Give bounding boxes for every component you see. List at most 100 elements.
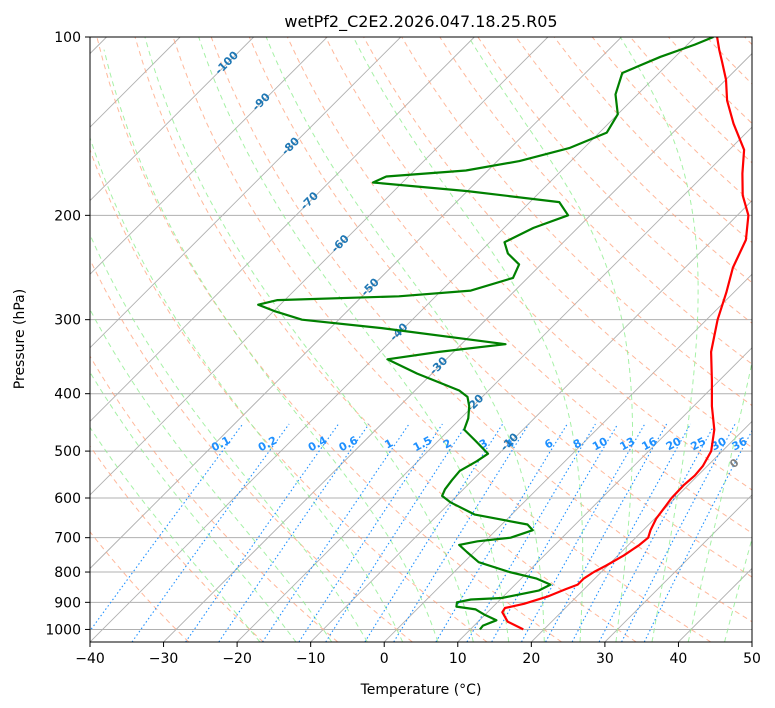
temperature-profile-line xyxy=(501,37,750,631)
mixing-ratio-label: 16 xyxy=(640,434,660,453)
mixing-ratio-label: 2 xyxy=(441,436,454,451)
moist-adiabat-line xyxy=(90,371,297,642)
dry-adiabat-line xyxy=(248,37,752,578)
dry-adiabat-line xyxy=(134,37,637,642)
y-tick-label: 300 xyxy=(54,313,81,329)
x-tick-label: 50 xyxy=(743,651,761,667)
isotherm-line xyxy=(236,126,752,642)
moist-adiabat-line xyxy=(687,360,752,642)
x-tick-label: −40 xyxy=(75,651,105,667)
moist-adiabat-line xyxy=(619,37,699,642)
mixing-ratio-line xyxy=(571,423,691,642)
mixing-ratio-line xyxy=(491,423,619,642)
x-tick-label: −20 xyxy=(222,651,252,667)
x-axis-title: Temperature (°C) xyxy=(360,682,482,698)
mixing-ratio-label: 13 xyxy=(618,435,638,454)
mixing-ratio-label: 36 xyxy=(730,435,750,454)
y-tick-label: 600 xyxy=(54,491,81,507)
isotherm-line xyxy=(751,641,752,642)
mixing-ratio-line xyxy=(218,423,370,642)
isotherm-label: -60 xyxy=(329,232,352,255)
dry-adiabat-line xyxy=(172,37,712,642)
y-tick-label: 800 xyxy=(54,565,81,581)
dry-adiabat-line xyxy=(90,148,488,642)
isotherm-line xyxy=(90,37,328,275)
isotherm-line xyxy=(383,273,752,642)
moist-adiabat-line xyxy=(90,426,261,642)
moist-adiabat-label: 10 xyxy=(762,489,775,509)
isotherm-line xyxy=(90,37,402,349)
moist-adiabat-line xyxy=(90,233,368,642)
y-tick-label: 400 xyxy=(54,387,81,403)
dry-adiabat-line xyxy=(668,37,752,125)
mixing-ratio-line xyxy=(364,423,504,642)
y-tick-label: 700 xyxy=(54,531,81,547)
plot-frame xyxy=(89,36,753,643)
mixing-ratio-line xyxy=(643,429,752,642)
chart-title: wetPf2_C2E2.2026.047.18.25.R05 xyxy=(284,12,557,32)
dewpoint-profile-line xyxy=(257,37,714,631)
y-axis-title: Pressure (hPa) xyxy=(12,289,28,389)
isotherm-line xyxy=(90,37,622,570)
dry-adiabat-line xyxy=(553,37,752,244)
isotherm-line xyxy=(90,37,254,202)
moist-adiabat-line xyxy=(103,49,439,642)
background-lines xyxy=(90,37,752,642)
moist-adiabat-line xyxy=(352,37,584,642)
isotherm-label: -90 xyxy=(250,90,273,113)
x-tick-label: −30 xyxy=(149,651,179,667)
isotherm-line xyxy=(90,37,475,422)
dry-adiabat-line xyxy=(744,37,752,46)
moist-adiabat-line xyxy=(90,136,404,642)
x-tick-label: −10 xyxy=(296,651,326,667)
isotherm-line xyxy=(678,567,752,642)
moist-adiabat-line xyxy=(468,37,633,642)
y-tick-label: 900 xyxy=(54,595,81,611)
mixing-ratio-label: 6 xyxy=(542,436,555,451)
isotherm-label: -100 xyxy=(212,48,241,77)
dry-adiabat-line xyxy=(90,531,190,642)
y-tick-label: 200 xyxy=(54,208,81,224)
y-tick-label: 1000 xyxy=(45,622,81,638)
dry-adiabat-line xyxy=(401,37,752,407)
mixing-ratio-line xyxy=(185,423,339,642)
dry-adiabat-line xyxy=(629,37,752,164)
dry-adiabat-line xyxy=(90,355,339,642)
isotherm-line xyxy=(604,494,752,642)
mixing-ratio-line xyxy=(598,423,716,642)
y-tick-label: 500 xyxy=(54,444,81,460)
x-tick-label: 0 xyxy=(380,651,389,667)
isotherm-line xyxy=(531,420,752,642)
x-tick-label: 20 xyxy=(522,651,540,667)
mixing-ratio-line xyxy=(545,423,668,642)
isotherm-label: -70 xyxy=(298,189,321,212)
mixing-ratio-line xyxy=(466,423,596,642)
x-tick-label: 10 xyxy=(449,651,467,667)
axes: −40 −30 −20 −10 0 10 20 30 40 50 1000 900 800 700 600 5… xyxy=(45,30,761,667)
mixing-ratio-label: 10 xyxy=(590,435,610,454)
isotherm-label: -30 xyxy=(427,354,450,377)
mixing-ratio-line xyxy=(298,423,443,642)
isotherm-label: -80 xyxy=(279,134,302,157)
profile-series xyxy=(257,37,750,631)
mixing-ratio-line xyxy=(435,423,568,642)
moist-adiabat-line xyxy=(90,308,333,642)
isotherm-line xyxy=(90,37,549,496)
moist-adiabat-line xyxy=(144,37,474,642)
moist-adiabat-line xyxy=(265,37,545,642)
dry-adiabat-line xyxy=(96,37,562,642)
dry-adiabat-line xyxy=(515,37,752,284)
mixing-ratio-line xyxy=(90,423,244,632)
mixing-ratio-line xyxy=(262,423,410,642)
mixing-ratio-line xyxy=(521,423,646,642)
y-tick-label: 100 xyxy=(54,30,81,46)
dry-adiabat-line xyxy=(210,37,752,623)
dry-adiabat-line xyxy=(591,37,752,204)
x-tick-label: 30 xyxy=(596,651,614,667)
isotherm-line xyxy=(457,347,752,642)
mixing-ratio-line xyxy=(621,423,736,642)
isotherm-label: -10 xyxy=(498,430,521,453)
x-tick-label: 40 xyxy=(670,651,688,667)
